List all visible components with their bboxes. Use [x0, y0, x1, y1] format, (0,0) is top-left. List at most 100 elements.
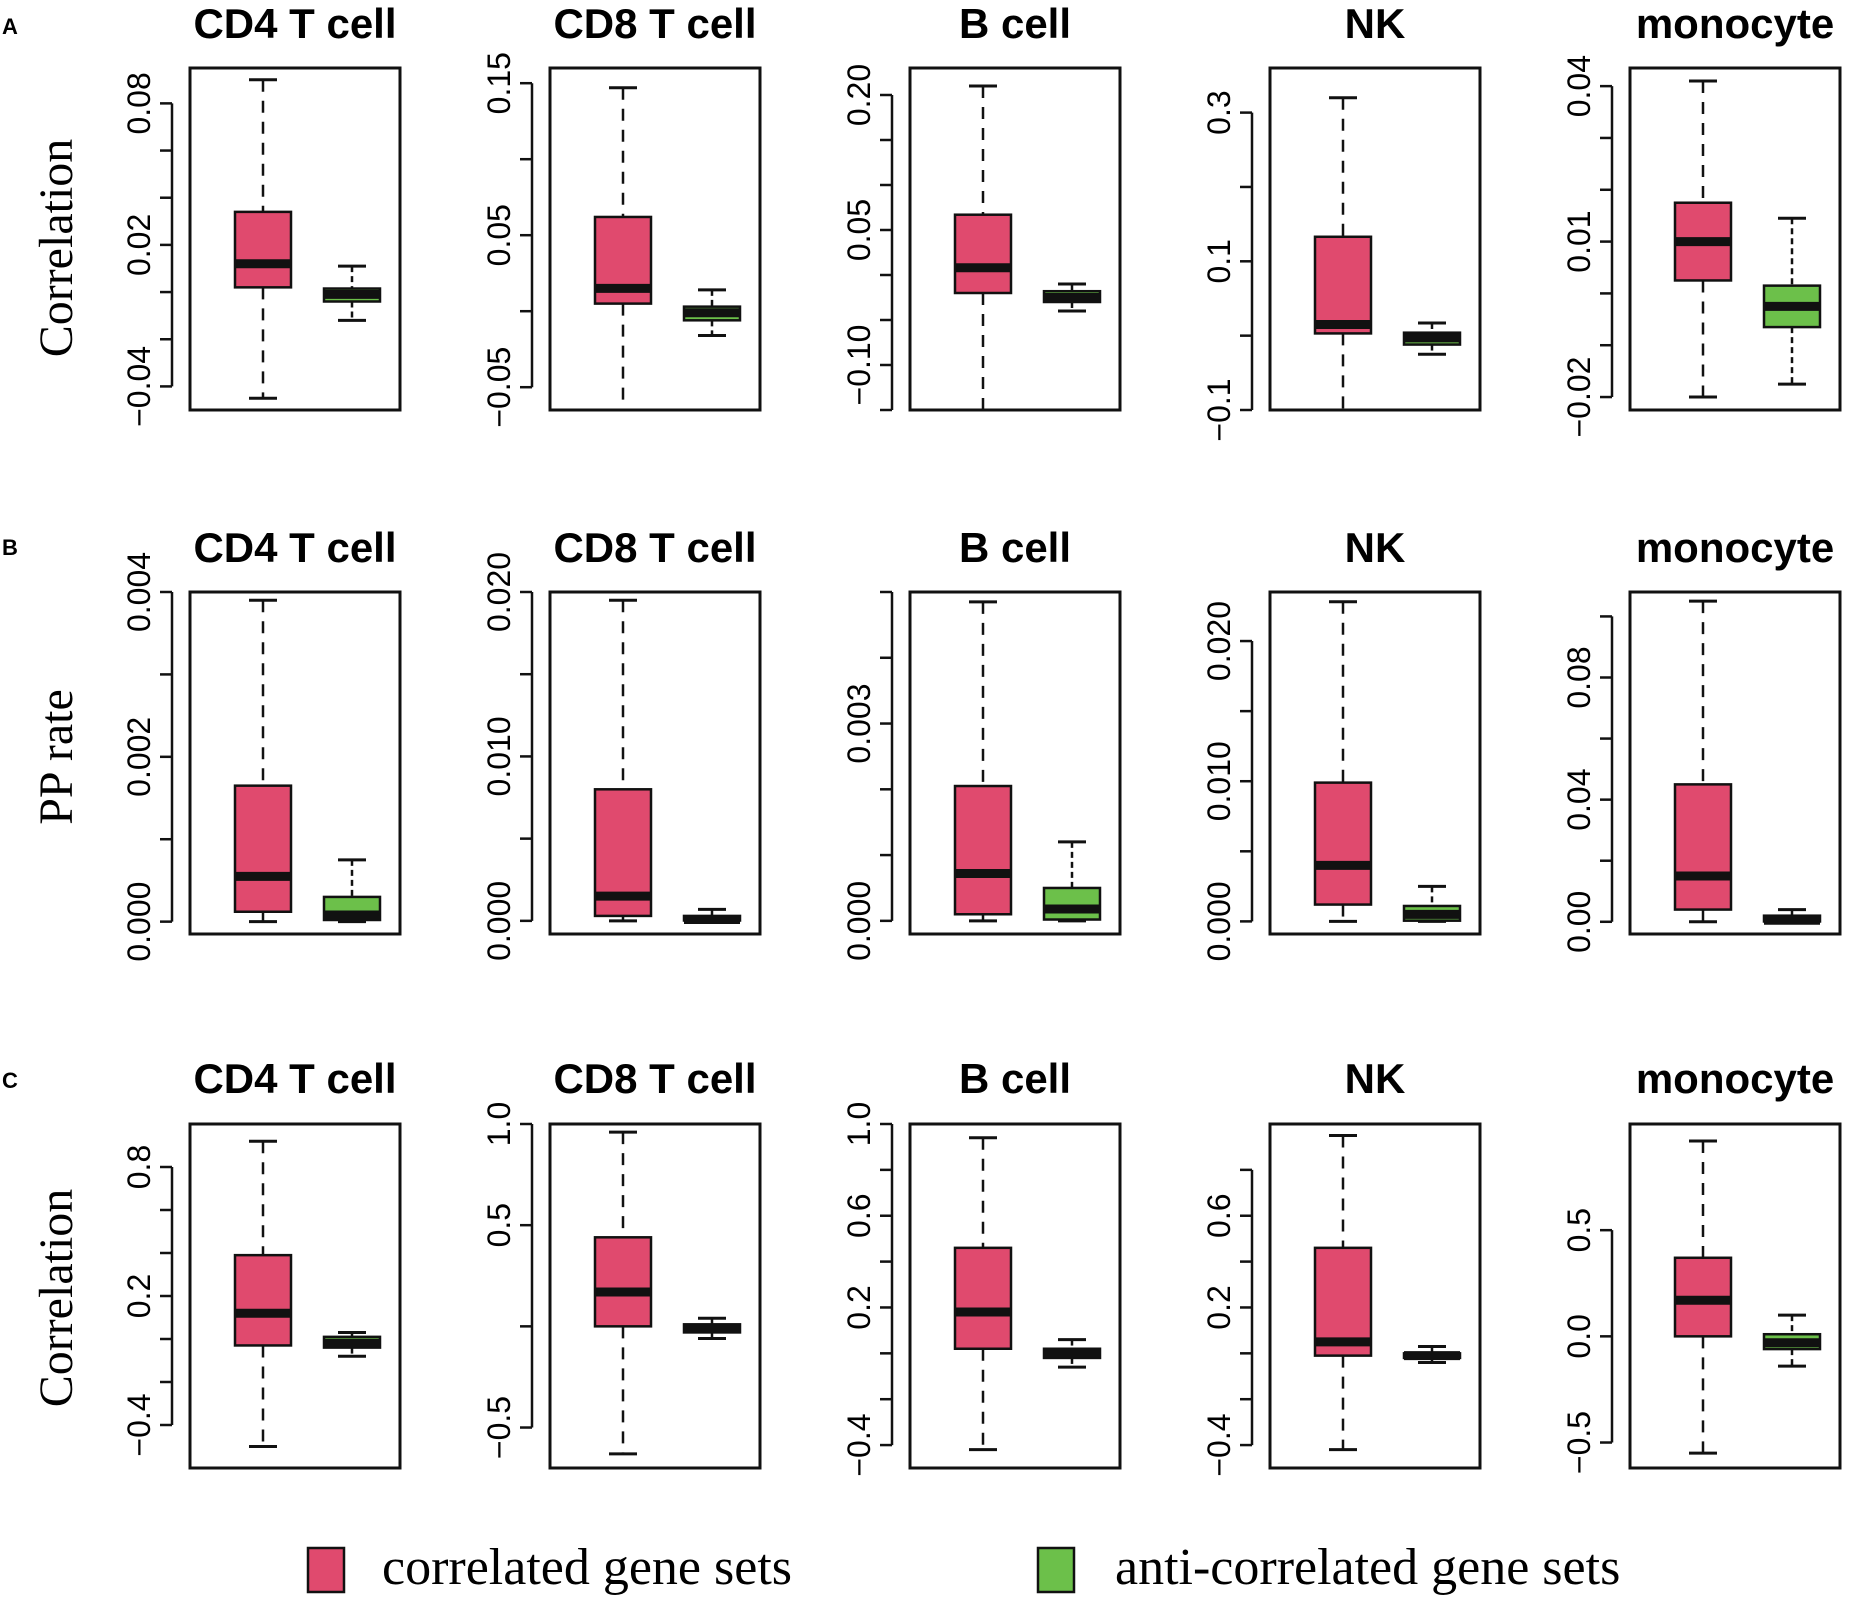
chart-title: monocyte: [1636, 524, 1834, 571]
chart-a-3: B cell −0.10 0.05 0.20: [841, 0, 1122, 412]
box-correlated: [1673, 599, 1733, 924]
plot-frame: [1268, 590, 1482, 936]
y-tick-label: 0.003: [841, 683, 877, 763]
box-correlated: [593, 598, 653, 923]
chart-title: B cell: [959, 0, 1071, 47]
chart-title: CD8 T cell: [553, 524, 756, 571]
chart-title: CD8 T cell: [553, 1055, 756, 1102]
plot-frame: [188, 66, 402, 412]
y-tick-label: 0.000: [481, 881, 517, 961]
y-tick-label: 0.00: [1561, 891, 1597, 953]
y-tick-label: 1.0: [841, 1102, 877, 1146]
box-anti-correlated: [1402, 884, 1462, 923]
chart-title: NK: [1345, 1055, 1406, 1102]
box-anti-correlated: [682, 1316, 742, 1340]
box-anti-correlated: [1762, 1313, 1822, 1368]
box-body: [233, 784, 293, 913]
box-correlated: [1313, 1133, 1373, 1452]
box-anti-correlated: [1042, 840, 1102, 923]
row-c-y-axis-label: Correlation: [30, 1189, 83, 1408]
chart-b-4: NK 0.000 0.010 0.020: [1201, 524, 1482, 961]
box-anti-correlated: [1042, 282, 1102, 313]
row-b-y-axis-label: PP rate: [30, 689, 83, 825]
box-correlated: [1673, 79, 1733, 399]
box-body: [593, 1236, 653, 1328]
chart-b-5: monocyte 0.00 0.04 0.08: [1561, 524, 1842, 953]
chart-title: B cell: [959, 1055, 1071, 1102]
box-correlated: [953, 84, 1013, 412]
box-correlated: [953, 600, 1013, 923]
plot-frame: [1628, 66, 1842, 412]
chart-title: CD8 T cell: [553, 0, 756, 47]
box-anti-correlated: [322, 1331, 382, 1358]
box-correlated: [1313, 600, 1373, 923]
y-tick-label: −0.4: [121, 1393, 157, 1456]
y-tick-label: 0.8: [121, 1145, 157, 1189]
y-tick-label: 0.020: [481, 552, 517, 632]
chart-title: monocyte: [1636, 1055, 1834, 1102]
chart-b-3: B cell 0.000 0.003: [841, 524, 1122, 961]
box-anti-correlated: [322, 858, 382, 924]
box-body: [1313, 781, 1373, 906]
y-tick-label: −0.05: [481, 347, 517, 428]
box-body: [233, 210, 293, 289]
box-body: [1673, 783, 1733, 911]
panel-letter-a: A: [2, 14, 18, 39]
box-correlated: [1313, 96, 1373, 412]
y-tick-label: 0.000: [841, 881, 877, 961]
plot-frame: [908, 590, 1122, 936]
chart-title: NK: [1345, 0, 1406, 47]
y-tick-label: 0.02: [121, 214, 157, 276]
y-tick-label: 1.0: [481, 1102, 517, 1146]
chart-title: CD4 T cell: [193, 1055, 396, 1102]
y-tick-label: 0.5: [481, 1203, 517, 1247]
plot-frame: [548, 1122, 762, 1470]
chart-a-5: monocyte −0.02 0.01 0.04: [1561, 0, 1842, 438]
legend: correlated gene sets anti-correlated gen…: [306, 1539, 1620, 1596]
chart-c-4: NK −0.4 0.2 0.6: [1201, 1055, 1482, 1477]
y-tick-label: 0.01: [1561, 210, 1597, 272]
y-tick-label: 0.010: [481, 716, 517, 796]
y-tick-label: 0.6: [841, 1193, 877, 1237]
y-tick-label: 0.0: [1561, 1314, 1597, 1358]
chart-title: CD4 T cell: [193, 524, 396, 571]
box-correlated: [593, 86, 653, 412]
y-tick-label: 0.000: [1201, 881, 1237, 961]
chart-c-2: CD8 T cell −0.5 0.5 1.0: [481, 1055, 762, 1470]
chart-a-2: CD8 T cell −0.05 0.05 0.15: [481, 0, 762, 428]
row-a-y-axis-label: Correlation: [30, 139, 83, 358]
chart-title: NK: [1345, 524, 1406, 571]
chart-b-1: CD4 T cell 0.000 0.002 0.004: [121, 524, 402, 962]
chart-b-2: CD8 T cell 0.000 0.010 0.020: [481, 524, 762, 961]
plot-frame: [908, 1122, 1122, 1470]
y-tick-label: 0.08: [121, 72, 157, 134]
box-anti-correlated: [1402, 1344, 1462, 1365]
y-tick-label: −0.5: [1561, 1411, 1597, 1474]
chart-c-1: CD4 T cell −0.4 0.2 0.8: [121, 1055, 402, 1470]
chart-title: B cell: [959, 524, 1071, 571]
box-anti-correlated: [682, 907, 742, 925]
y-tick-label: −0.5: [481, 1396, 517, 1459]
box-anti-correlated: [1042, 1338, 1102, 1369]
chart-title: monocyte: [1636, 0, 1834, 47]
box-body: [1042, 886, 1102, 921]
y-tick-label: −0.1: [1201, 378, 1237, 441]
y-tick-label: 0.2: [841, 1285, 877, 1329]
y-tick-label: 0.000: [121, 882, 157, 962]
box-anti-correlated: [1762, 908, 1822, 925]
plot-frame: [1268, 1122, 1482, 1470]
box-body: [1313, 235, 1373, 335]
box-body: [233, 1253, 293, 1347]
y-tick-label: 0.15: [481, 52, 517, 114]
panel-letter-c: C: [2, 1068, 18, 1093]
panel-letter-b: B: [2, 535, 18, 560]
y-tick-label: 0.020: [1201, 601, 1237, 681]
y-tick-label: −0.4: [1201, 1413, 1237, 1476]
plot-frame: [908, 66, 1122, 412]
legend-label-correlated: correlated gene sets: [382, 1539, 792, 1596]
box-anti-correlated: [1402, 321, 1462, 356]
plot-frame: [1268, 66, 1482, 412]
box-body: [953, 213, 1013, 295]
y-tick-label: 0.6: [1201, 1193, 1237, 1237]
